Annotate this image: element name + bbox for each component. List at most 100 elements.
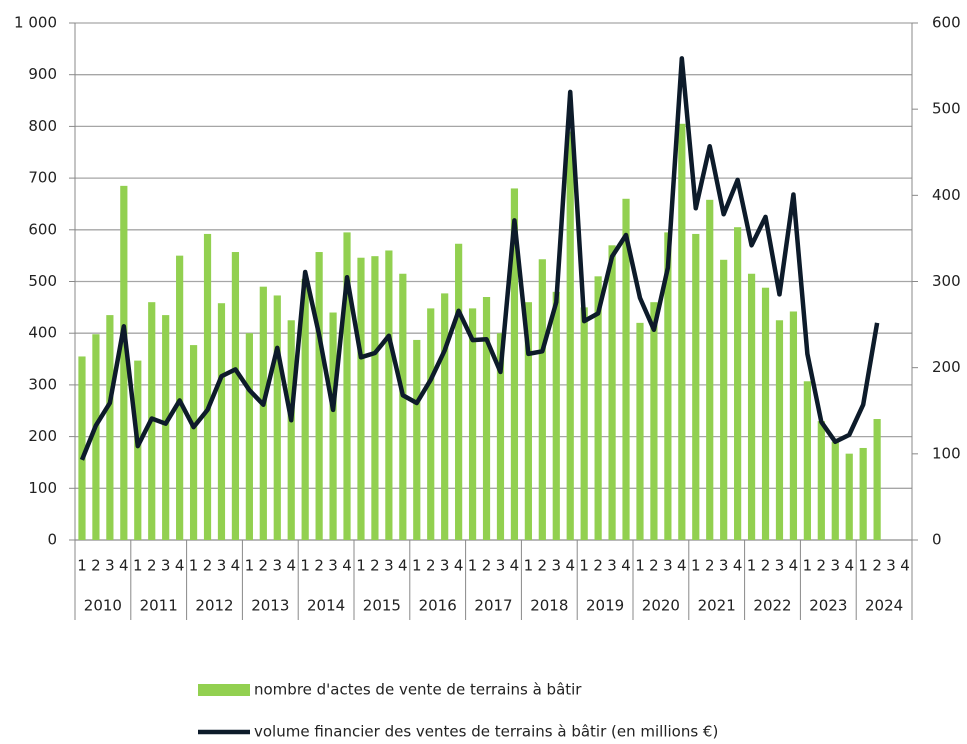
x-tick-label: 2 [426, 557, 436, 575]
x-tick-label: 3 [886, 557, 896, 575]
x-tick-label: 2 [259, 557, 269, 575]
x-tick-label: 1 [356, 557, 366, 575]
line [79, 56, 880, 461]
x-tick-label: 4 [733, 557, 743, 575]
bar [622, 198, 630, 540]
x-tick-label: 1 [524, 557, 534, 575]
year-label: 2016 [419, 597, 457, 615]
x-tick-label: 3 [161, 557, 171, 575]
bar [134, 360, 142, 540]
x-tick-label: 3 [775, 557, 785, 575]
x-tick-label: 1 [858, 557, 868, 575]
bar [734, 227, 742, 540]
x-tick-label: 1 [77, 557, 87, 575]
x-tick-label: 2 [761, 557, 771, 575]
x-tick-label: 4 [286, 557, 296, 575]
x-tick-label: 1 [635, 557, 645, 575]
legend-label: volume financier des ventes de terrains … [254, 723, 718, 741]
x-tick-label: 2 [482, 557, 492, 575]
x-tick-label: 4 [900, 557, 910, 575]
bar [831, 441, 839, 540]
year-label: 2013 [251, 597, 289, 615]
year-label: 2020 [642, 597, 680, 615]
year-label: 2021 [698, 597, 736, 615]
x-tick-label: 3 [440, 557, 450, 575]
bar [385, 250, 393, 541]
bar [789, 311, 798, 540]
bar [231, 252, 240, 540]
x-tick-label: 4 [119, 557, 129, 575]
bar [761, 287, 770, 540]
y-tick-label: 0 [47, 531, 57, 549]
bar [78, 356, 86, 540]
y2-tick-label: 600 [932, 14, 961, 32]
x-tick-label: 4 [844, 557, 854, 575]
y2-tick-label: 300 [932, 272, 961, 290]
legend-swatch [198, 684, 250, 696]
x-tick-label: 4 [231, 557, 241, 575]
x-tick-label: 4 [342, 557, 352, 575]
y-tick-label: 100 [28, 479, 57, 497]
year-label: 2024 [865, 597, 903, 615]
bar [608, 245, 616, 540]
y-tick-label: 500 [28, 272, 57, 290]
bar [706, 199, 714, 540]
x-tick-label: 1 [803, 557, 813, 575]
x-tick-label: 2 [705, 557, 715, 575]
x-tick-label: 2 [91, 557, 101, 575]
x-tick-label: 3 [496, 557, 506, 575]
x-tick-label: 3 [552, 557, 562, 575]
bar [441, 293, 449, 540]
bar [371, 256, 379, 540]
bar [720, 259, 728, 540]
bar [845, 453, 853, 540]
year-label: 2018 [530, 597, 568, 615]
y-tick-label: 700 [28, 169, 57, 187]
bar [859, 447, 867, 540]
bar [664, 232, 672, 540]
x-tick-label: 1 [579, 557, 589, 575]
year-label: 2017 [474, 597, 512, 615]
bar [427, 308, 435, 540]
bar [455, 243, 463, 540]
bar [803, 381, 811, 540]
x-tick-label: 3 [831, 557, 841, 575]
x-tick-label: 1 [245, 557, 255, 575]
y-tick-label: 600 [28, 220, 57, 238]
x-tick-label: 1 [747, 557, 757, 575]
bar [92, 334, 100, 540]
bar [510, 188, 519, 540]
year-label: 2023 [809, 597, 847, 615]
x-tick-label: 4 [454, 557, 464, 575]
x-tick-label: 3 [384, 557, 394, 575]
x-tick-label: 3 [273, 557, 283, 575]
x-tick-label: 2 [538, 557, 548, 575]
y2-tick-label: 200 [932, 358, 961, 376]
x-tick-label: 1 [133, 557, 143, 575]
x-tick-label: 4 [398, 557, 408, 575]
x-tick-label: 3 [328, 557, 338, 575]
y-tick-label: 900 [28, 65, 57, 83]
bar [524, 302, 532, 540]
bar [496, 333, 505, 540]
bar [482, 297, 491, 540]
bar [329, 312, 337, 540]
year-label: 2011 [140, 597, 178, 615]
bar [650, 302, 658, 540]
year-label: 2014 [307, 597, 345, 615]
y-tick-label: 800 [28, 117, 57, 135]
x-tick-label: 4 [510, 557, 520, 575]
x-tick-label: 2 [370, 557, 380, 575]
year-label: 2010 [84, 597, 122, 615]
y-tick-label: 400 [28, 324, 57, 342]
bar [552, 291, 560, 540]
bar [873, 419, 881, 540]
bar [538, 259, 546, 540]
bar [203, 233, 212, 540]
x-tick-label: 3 [719, 557, 729, 575]
y-tick-label: 300 [28, 375, 57, 393]
x-tick-label: 2 [593, 557, 603, 575]
bar [343, 232, 351, 540]
bar [315, 252, 323, 540]
